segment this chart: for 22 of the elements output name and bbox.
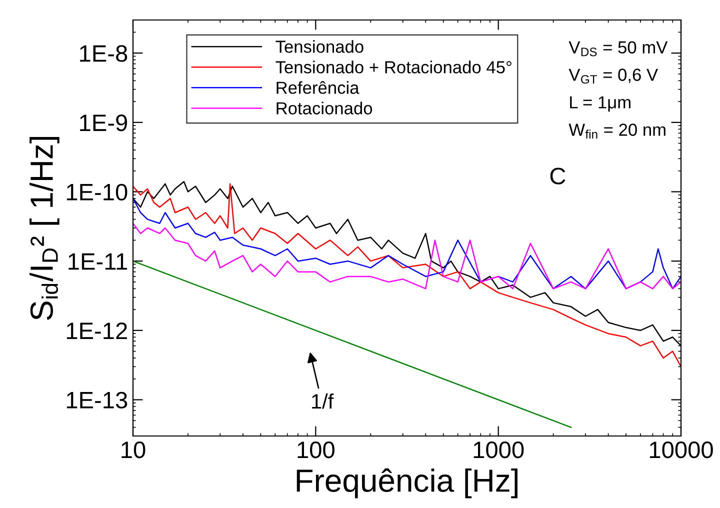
y-tick-label: 1E-12 <box>66 322 127 339</box>
x-tick-label: 10 <box>122 441 146 458</box>
annotation: V$_{GT}$ = 0,6 V <box>568 68 658 84</box>
y-tick-label: 1E-13 <box>66 392 128 409</box>
annotation: 1/f <box>312 393 334 409</box>
legend-label: Referência <box>276 81 360 94</box>
y-tick-label: 1E-10 <box>66 184 128 201</box>
legend-label: Rotacionado <box>276 102 372 114</box>
x-axis-title: Frequência [Hz] <box>296 468 518 498</box>
y-axis-title: S$_{id}$/I$_{D}$² [ 1/Hz] <box>30 137 60 320</box>
y-tick-label: 1E-9 <box>80 114 128 132</box>
legend-label: Tensionado <box>276 40 364 53</box>
annotation: L = 1μm <box>570 96 630 112</box>
x-tick-label: 1000 <box>474 441 524 458</box>
y-tick-label: 1E-11 <box>68 253 127 270</box>
legend-label: Tensionado + Rotacionado 45° <box>276 60 512 74</box>
annotation: C <box>550 168 566 184</box>
annotation: V$_{DS}$ = 50 mV <box>568 41 668 56</box>
x-tick-label: 10000 <box>650 441 713 458</box>
x-tick-label: 100 <box>298 441 334 458</box>
y-tick-label: 1E-8 <box>80 45 128 62</box>
annotation: W$_{fin}$ = 20 nm <box>568 124 666 138</box>
